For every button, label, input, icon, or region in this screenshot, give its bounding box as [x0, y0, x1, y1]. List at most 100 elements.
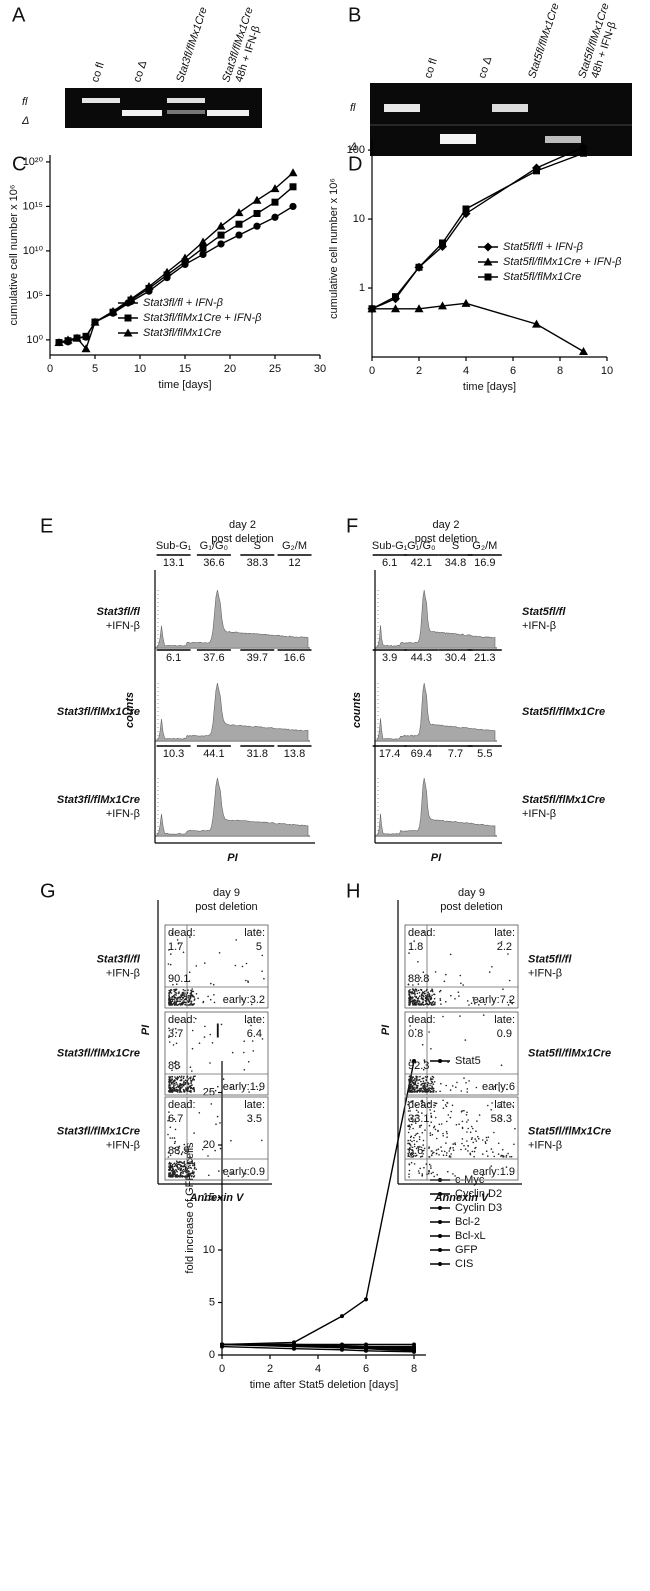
event-dot [193, 1003, 195, 1005]
event-dot [176, 1076, 179, 1078]
event-dot [172, 1044, 175, 1046]
event-dot [191, 1170, 194, 1172]
event-dot [422, 971, 425, 973]
event-dot [414, 1080, 417, 1083]
event-dot [415, 1147, 418, 1150]
event-dot [408, 1155, 411, 1158]
marker [198, 237, 208, 246]
event-dot [411, 1076, 414, 1078]
event-dot [421, 1077, 424, 1080]
event-dot [217, 1085, 219, 1088]
event-dot [506, 1088, 508, 1091]
event-dot [472, 1141, 475, 1144]
event-dot [168, 996, 171, 999]
event-dot [182, 1082, 185, 1084]
event-dot [181, 1086, 184, 1088]
event-dot [172, 1083, 175, 1085]
phase-value: 44.3 [411, 652, 432, 664]
event-dot [171, 1000, 174, 1002]
event-dot [180, 1153, 183, 1156]
event-dot [431, 1133, 434, 1136]
event-dot [169, 1167, 172, 1169]
event-dot [436, 1174, 439, 1176]
event-dot [466, 1131, 468, 1133]
quadrant-value: 3.7 [168, 1028, 183, 1040]
event-dot [422, 1139, 425, 1142]
row-label: Stat3fl/flMx1Cre [57, 1125, 140, 1137]
event-dot [461, 1138, 464, 1140]
event-dot [514, 1127, 516, 1130]
event-dot [413, 999, 416, 1001]
event-dot [173, 1163, 175, 1165]
event-dot [411, 992, 414, 994]
event-dot [193, 1167, 196, 1170]
quadrant-value: 6.4 [247, 1028, 262, 1040]
event-dot [501, 1101, 503, 1103]
event-dot [174, 988, 177, 991]
event-dot [428, 1169, 430, 1172]
event-dot [422, 1153, 424, 1155]
phase-value: 7.7 [448, 748, 463, 760]
event-dot [408, 1004, 411, 1006]
row-label: Stat5fl/flMx1Cre [522, 794, 605, 806]
event-dot [190, 1000, 193, 1003]
event-dot [428, 1171, 430, 1173]
event-dot [421, 992, 424, 994]
event-dot [175, 1090, 177, 1092]
event-dot [442, 1107, 445, 1109]
event-dot [182, 989, 185, 991]
event-dot [186, 1079, 189, 1082]
x-axis-label: time [days] [463, 381, 516, 393]
event-dot [188, 999, 191, 1001]
y-axis-label: counts [124, 692, 136, 728]
legend-label: Stat5fl/flMx1Cre [503, 271, 581, 283]
event-dot [243, 1051, 245, 1054]
event-dot [252, 1050, 255, 1052]
row-label: Stat3fl/flMx1Cre [57, 706, 140, 718]
row-label: Stat3fl/flMx1Cre [57, 1047, 140, 1059]
event-dot [423, 1104, 426, 1107]
event-dot [420, 1080, 422, 1083]
x-tick-label: 4 [315, 1363, 321, 1375]
event-dot [189, 1156, 191, 1158]
event-dot [414, 1082, 417, 1085]
event-dot [470, 1125, 473, 1128]
quadrant-text: early:6 [482, 1081, 515, 1093]
quadrant-label: dead: [408, 927, 436, 939]
event-dot [407, 1152, 410, 1155]
event-dot [465, 1082, 467, 1084]
event-dot [427, 1003, 430, 1006]
quadrant-label: late: [494, 927, 515, 939]
event-dot [176, 1149, 179, 1151]
event-dot [414, 1122, 417, 1124]
event-dot [184, 1163, 186, 1166]
event-dot [172, 1002, 175, 1005]
event-dot [413, 1163, 416, 1165]
event-dot [222, 1169, 225, 1172]
event-dot [173, 1165, 176, 1168]
event-dot [415, 1004, 418, 1006]
event-dot [439, 998, 442, 1000]
phase-value: 16.6 [284, 652, 305, 664]
event-dot [416, 992, 419, 995]
event-dot [418, 1145, 420, 1148]
event-dot [421, 1112, 423, 1114]
event-dot [177, 1168, 180, 1171]
event-dot [408, 1169, 411, 1172]
histogram [156, 682, 309, 742]
histogram [376, 682, 496, 742]
event-dot [418, 1172, 421, 1174]
event-dot [186, 1171, 189, 1173]
event-dot [417, 961, 419, 963]
marker [392, 293, 399, 301]
event-dot [445, 1105, 448, 1108]
event-dot [422, 1068, 425, 1071]
event-dot [420, 1102, 423, 1105]
event-dot [472, 1127, 474, 1130]
x-axis-label: time [days] [158, 379, 211, 391]
event-dot [512, 1105, 514, 1107]
event-dot [180, 1076, 182, 1079]
x-tick-label: 2 [267, 1363, 273, 1375]
event-dot [182, 1170, 184, 1173]
event-dot [446, 1136, 448, 1138]
